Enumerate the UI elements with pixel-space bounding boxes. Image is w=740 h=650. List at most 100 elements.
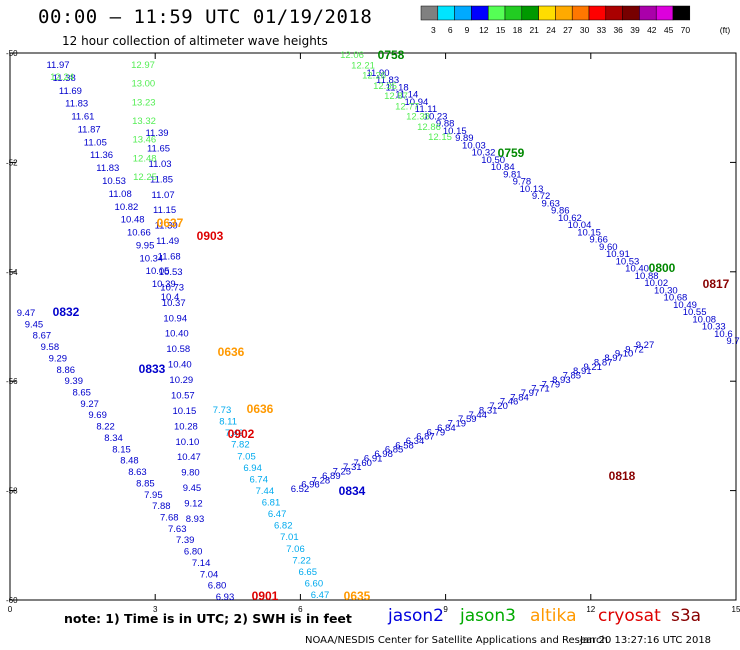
swh-value: 7.28 <box>312 475 331 486</box>
swh-value: 10.55 <box>683 307 707 318</box>
swh-value: 7.25 <box>333 467 352 478</box>
timestamp-text: Jan 20 13:27:16 UTC 2018 <box>580 635 712 646</box>
swh-value: 6.87 <box>416 432 435 443</box>
swh-value: 8.86 <box>57 365 76 376</box>
pass-id-label: 0901 <box>252 589 279 603</box>
swh-value: 6.74 <box>250 474 269 485</box>
swh-value: 10.15 <box>172 406 196 417</box>
colorbar-tick-label: 70 <box>681 25 691 35</box>
swh-value: 7.71 <box>531 384 550 395</box>
swh-value: 10.39 <box>152 279 176 290</box>
pass-id-label: 0800 <box>649 261 676 275</box>
swh-value: 10.40 <box>168 360 192 371</box>
swh-value: 12.87 <box>384 91 408 102</box>
colorbar-tick-label: 18 <box>513 25 523 35</box>
swh-value: 6.96 <box>301 480 320 491</box>
swh-value: 9.45 <box>25 319 44 330</box>
swh-value: 9.86 <box>551 206 570 217</box>
colorbar-tick-label: 33 <box>597 25 607 35</box>
swh-value: 7.88 <box>152 501 171 512</box>
swh-value: 7.19 <box>448 419 467 430</box>
swh-value: 6.84 <box>437 423 456 434</box>
swh-value: 7.85 <box>563 371 582 382</box>
swh-value: 8.85 <box>136 478 155 489</box>
pass-id-label: 0637 <box>157 216 184 230</box>
swh-value: 9.27 <box>80 399 99 410</box>
swh-value: 11.97 <box>46 60 69 71</box>
swh-value: 6.80 <box>208 581 227 592</box>
swh-value: 12.38 <box>406 112 430 123</box>
swh-value: 9.45 <box>183 483 202 494</box>
swh-value: 6.91 <box>364 453 383 464</box>
swh-value: 12.06 <box>340 50 364 61</box>
swh-value: 10.68 <box>664 293 688 304</box>
swh-value: 7.22 <box>292 555 311 566</box>
swh-value: 12.25 <box>133 172 157 183</box>
swh-value: 6.60 <box>305 578 324 589</box>
colorbar-tick-label: 24 <box>546 25 556 35</box>
colorbar-tick-label: 45 <box>664 25 674 35</box>
plot-frame <box>9 52 737 601</box>
pass-id-label: 0636 <box>247 402 274 416</box>
swh-value: 10.66 <box>127 228 151 239</box>
swh-value: 12.24 <box>50 72 74 83</box>
colorbar-tick-label: 27 <box>563 25 573 35</box>
legend-cryosat: cryosat <box>598 606 661 626</box>
swh-value: 8.63 <box>128 467 147 478</box>
swh-value: 8.48 <box>120 456 139 467</box>
swh-value: 9.95 <box>136 240 155 251</box>
swh-value: 9.39 <box>65 376 84 387</box>
swh-value: 10.84 <box>491 162 515 173</box>
swh-value: 7.84 <box>510 392 529 403</box>
swh-value: 10.91 <box>606 249 630 260</box>
swh-value: 9.12 <box>184 499 203 510</box>
page-subtitle: 12 hour collection of altimeter wave hei… <box>62 34 328 48</box>
swh-value: 7.06 <box>286 544 305 555</box>
swh-value: 6.47 <box>311 590 330 601</box>
swh-value: 13.00 <box>131 79 155 90</box>
swh-value: 7.79 <box>542 379 561 390</box>
pass-id-label: 0902 <box>228 427 255 441</box>
swh-value: 9.7 <box>726 336 739 347</box>
swh-value: 6.80 <box>184 547 203 558</box>
swh-value: 9.72 <box>532 191 551 202</box>
swh-value: 11.69 <box>59 86 82 97</box>
swh-value: 11.18 <box>386 82 409 93</box>
swh-value: 7.42 <box>225 428 244 439</box>
swh-value: 10.13 <box>520 184 544 195</box>
swh-value: 9.80 <box>181 468 200 479</box>
swh-value: 8.65 <box>72 388 91 399</box>
y-tick-label: -52 <box>6 158 18 167</box>
swh-value: 10.73 <box>160 282 184 293</box>
swh-value: 11.14 <box>395 90 418 101</box>
swh-value: 8.11 <box>219 417 237 428</box>
swh-value: 10.4 <box>161 292 180 303</box>
swh-value: 11.11 <box>415 104 437 115</box>
swh-value: 9.58 <box>41 342 60 353</box>
swh-value: 10.32 <box>472 148 496 159</box>
swh-value: 10.53 <box>616 256 640 267</box>
swh-value: 8.67 <box>33 331 52 342</box>
swh-value: 7.14 <box>192 558 211 569</box>
swh-value: 7.44 <box>256 486 275 497</box>
swh-value: 11.05 <box>84 137 107 148</box>
pass-id-label: 0635 <box>344 589 371 603</box>
swh-value: 10.6 <box>714 329 733 340</box>
pass-id-label: 0759 <box>498 146 525 160</box>
legend-note: note: 1) Time is in UTC; 2) SWH is in fe… <box>64 611 352 626</box>
swh-value: 9.60 <box>599 242 618 253</box>
swh-value: 6.98 <box>374 449 393 460</box>
swh-value: 10.40 <box>625 264 649 275</box>
colorbar-unit: (ft) <box>720 25 731 35</box>
swh-value: 11.65 <box>147 143 170 154</box>
x-tick-label: 0 <box>8 605 13 614</box>
pass-id-label: 0817 <box>703 277 730 291</box>
swh-value: 10.88 <box>635 271 659 282</box>
swh-value: 7.05 <box>237 451 256 462</box>
swh-value: 11.08 <box>109 189 132 200</box>
swh-value: 10.37 <box>162 298 186 309</box>
colorbar-tick-label: 6 <box>448 25 453 35</box>
swh-value: 10.10 <box>176 437 200 448</box>
swh-value: 6.47 <box>268 509 287 520</box>
